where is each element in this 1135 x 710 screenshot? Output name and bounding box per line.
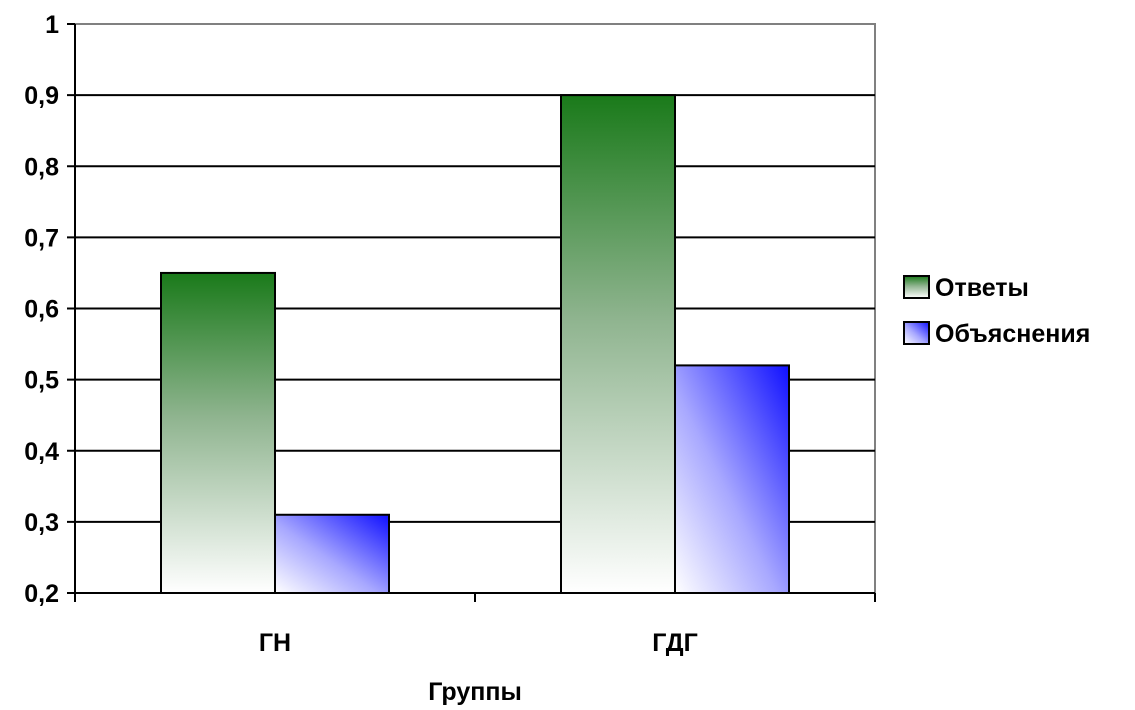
- legend-swatch-answers: [903, 275, 930, 299]
- y-tick-label: 1: [45, 11, 59, 39]
- legend-label-answers: Ответы: [935, 274, 1029, 302]
- y-tick-label: 0,6: [24, 296, 59, 324]
- y-tick-label: 0,8: [24, 153, 59, 181]
- legend: Ответы Объяснения: [903, 274, 1090, 348]
- y-axis-ticks: 0,2 0,3 0,4 0,5 0,6 0,7 0,8 0,9 1: [24, 11, 75, 608]
- x-tick-label: ГН: [259, 629, 291, 657]
- bar-answers: [560, 94, 676, 594]
- y-tick-label: 0,2: [24, 580, 59, 608]
- bar-answers: [160, 271, 276, 594]
- x-axis-ticks: ГН ГДГ: [74, 593, 876, 657]
- y-tick-label: 0,9: [24, 82, 59, 110]
- bars: [160, 94, 790, 595]
- y-tick-label: 0,4: [24, 438, 59, 466]
- y-tick-label: 0,7: [24, 224, 59, 252]
- x-tick-label: ГДГ: [652, 629, 698, 657]
- bar-explanations: [274, 513, 390, 595]
- legend-swatch-explanations: [903, 321, 930, 345]
- plot-area: 0,2 0,3 0,4 0,5 0,6 0,7 0,8 0,9 1 ГН ГДГ: [24, 11, 876, 657]
- legend-label-explanations: Объяснения: [935, 320, 1090, 348]
- bar-explanations: [674, 364, 790, 594]
- x-axis-title: Группы: [428, 678, 522, 706]
- y-tick-label: 0,5: [24, 367, 59, 395]
- y-tick-label: 0,3: [24, 509, 59, 537]
